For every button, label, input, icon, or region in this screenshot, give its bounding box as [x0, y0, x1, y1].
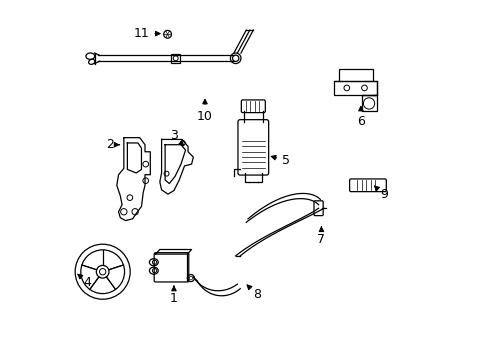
Bar [171, 54, 180, 63]
Text: 9: 9 [374, 186, 387, 201]
Text: 8: 8 [246, 285, 260, 301]
Text: 5: 5 [271, 154, 289, 167]
Bar [334, 81, 376, 95]
Text: 10: 10 [197, 99, 212, 123]
Text: 3: 3 [170, 129, 183, 145]
Text: 11: 11 [133, 27, 160, 40]
Text: 1: 1 [170, 286, 178, 305]
Bar [361, 95, 376, 111]
Text: 2: 2 [105, 138, 119, 151]
Bar [338, 69, 372, 81]
Text: 7: 7 [317, 227, 325, 247]
Text: 4: 4 [78, 274, 91, 289]
Text: 6: 6 [356, 107, 364, 128]
